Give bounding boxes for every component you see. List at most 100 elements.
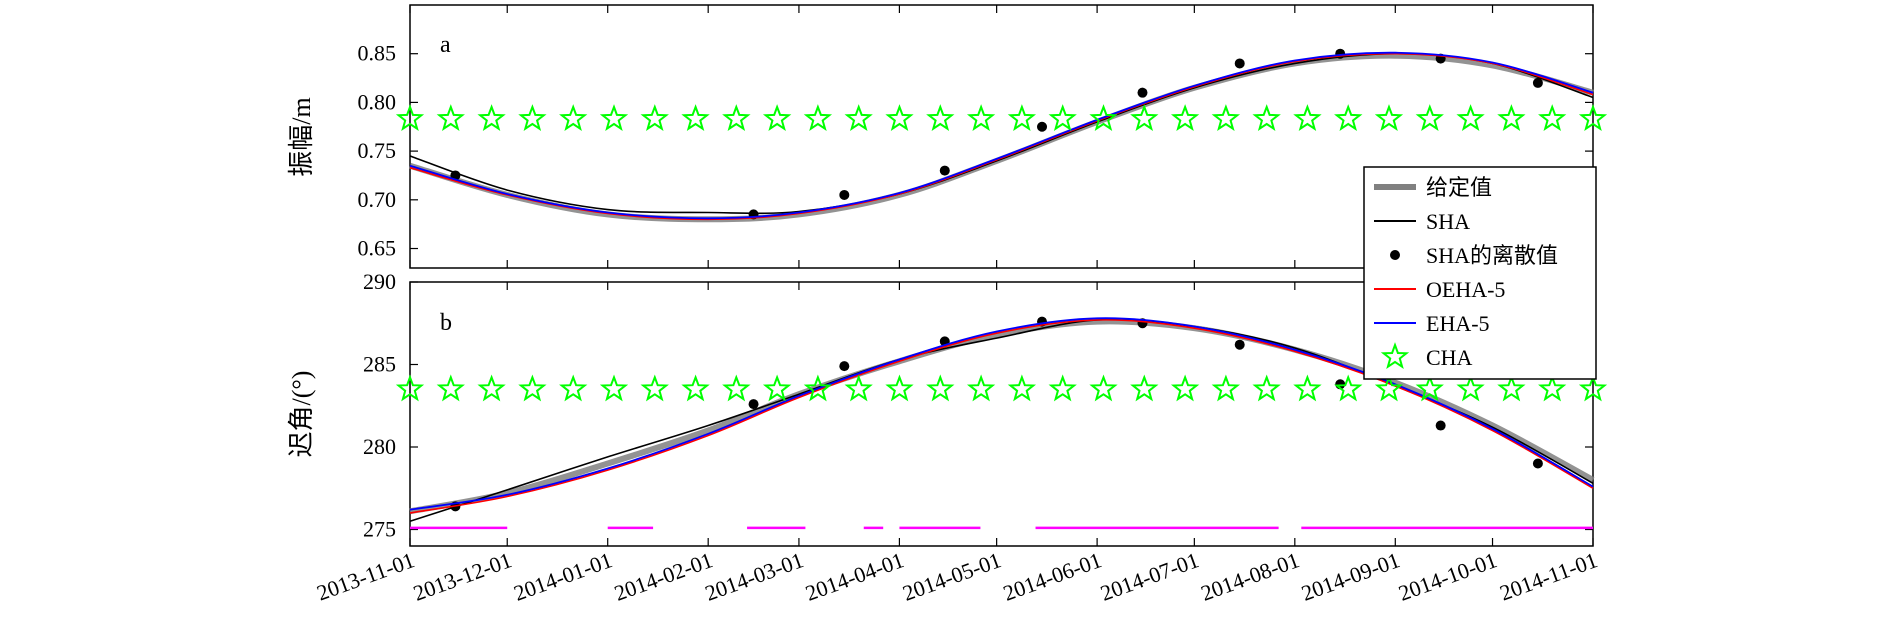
y-tick-label: 285: [363, 352, 396, 377]
cha-star-marker: [722, 104, 751, 132]
legend: 给定值 SHA SHA的离散值 OEHA-5 EHA-5 CHA: [1363, 166, 1597, 380]
cha-star-marker: [681, 374, 710, 402]
cha-star-marker: [762, 104, 792, 132]
sha-discrete-point: [1532, 77, 1543, 88]
cha-star-marker: [436, 104, 465, 132]
plot-frame: [409, 4, 1594, 269]
x-tick-label: 2014-01-01: [510, 547, 615, 606]
cha-star-marker: [1048, 104, 1077, 132]
cha-star-marker: [1374, 104, 1404, 132]
cha-star-marker: [844, 374, 873, 402]
x-tick-label: 2014-10-01: [1395, 547, 1500, 606]
cha-star-marker: [518, 104, 547, 132]
legend-label: EHA-5: [1426, 311, 1490, 336]
cha-star-marker: [1130, 104, 1159, 132]
sha-discrete-point: [1137, 87, 1148, 98]
panel-label: b: [440, 310, 452, 336]
cha-star-marker: [559, 104, 588, 132]
cha-star-marker: [1497, 374, 1526, 402]
cha-star-marker: [762, 374, 792, 402]
sha-discrete-point: [1435, 420, 1446, 431]
panel-a-amplitude: 0.65 0.70 0.75 0.80 0.85 振幅/m a: [287, 4, 1608, 269]
y-tick-label: 290: [363, 269, 396, 294]
cha-star-marker: [559, 374, 588, 402]
y-tick-label: 275: [363, 517, 396, 542]
cha-star-marker: [722, 374, 751, 402]
legend-label: CHA: [1426, 345, 1473, 370]
cha-star-marker: [640, 374, 669, 402]
cha-star-marker: [803, 104, 833, 132]
cha-star-marker: [1089, 374, 1118, 402]
x-tick-label: 2014-03-01: [702, 547, 807, 606]
cha-star-marker: [395, 374, 425, 402]
cha-star-marker: [1415, 104, 1444, 132]
cha-star-marker: [599, 374, 629, 402]
sha-discrete-point: [839, 189, 850, 200]
cha-star-marker: [477, 374, 506, 402]
cha-star-marker: [681, 104, 710, 132]
cha-star-marker: [1089, 104, 1118, 132]
x-tick-label: 2014-02-01: [611, 547, 716, 606]
x-tick-label: 2014-08-01: [1198, 547, 1303, 606]
sha-discrete-point: [1234, 339, 1245, 350]
cha-star-marker: [1578, 104, 1608, 132]
legend-swatch-star: [1380, 342, 1410, 370]
cha-star-marker: [1538, 104, 1567, 132]
y-tick-label: 0.65: [358, 236, 397, 261]
cha-star-marker: [926, 104, 955, 132]
cha-star-marker: [885, 104, 914, 132]
x-tick-label: 2014-06-01: [1000, 547, 1105, 606]
x-tick-label: 2014-04-01: [802, 547, 907, 606]
y-axis-title: 振幅/m: [287, 97, 316, 176]
cha-star-marker: [803, 374, 833, 402]
legend-label: 给定值: [1426, 175, 1492, 200]
sha-discrete-point: [839, 361, 850, 372]
y-axis-title: 迟角/(°): [287, 371, 316, 458]
cha-star-marker: [966, 104, 996, 132]
cha-star-marker: [1374, 374, 1404, 402]
cha-star-marker: [1578, 374, 1608, 402]
y-tick-label: 0.85: [358, 41, 397, 66]
eha5-line: [409, 51, 1594, 220]
cha-star-marker: [1334, 104, 1363, 132]
cha-star-marker: [599, 104, 629, 132]
x-tick-label: 2014-07-01: [1097, 547, 1202, 606]
given-value-line: [409, 318, 1595, 515]
y-tick-label: 0.80: [358, 89, 397, 114]
cha-star-marker: [1497, 104, 1526, 132]
cha-star-marker: [477, 104, 506, 132]
cha-star-marker: [1456, 104, 1485, 132]
cha-star-marker: [1538, 374, 1567, 402]
y-tick-label: 280: [363, 434, 396, 459]
cha-star-marker: [1007, 104, 1037, 132]
cha-star-marker: [1211, 104, 1241, 132]
cha-star-marker: [844, 104, 873, 132]
y-tick-label: 0.70: [358, 187, 397, 212]
panel-label: a: [440, 32, 451, 58]
sha-discrete-point: [1037, 121, 1048, 132]
x-tick-label: 2014-05-01: [899, 547, 1004, 606]
cha-star-marker: [1415, 374, 1444, 402]
cha-star-marker: [885, 374, 914, 402]
cha-star-marker: [436, 374, 465, 402]
cha-star-marker: [1007, 374, 1037, 402]
legend-box: [1363, 166, 1597, 380]
legend-label: SHA: [1426, 209, 1470, 234]
cha-star-marker: [640, 104, 669, 132]
cha-star-marker: [1170, 374, 1200, 402]
cha-star-marker: [1293, 104, 1322, 132]
sha-discrete-point: [939, 165, 950, 176]
x-tick-label: 2013-11-01: [313, 547, 417, 605]
plot-frame: [409, 281, 1594, 547]
legend-label: OEHA-5: [1426, 277, 1505, 302]
sha-discrete-point: [1234, 58, 1245, 69]
cha-star-marker: [518, 374, 547, 402]
x-tick-label: 2014-09-01: [1298, 547, 1403, 606]
sha-discrete-point: [1532, 458, 1543, 469]
y-tick-label: 0.75: [358, 138, 397, 163]
cha-star-marker: [1252, 104, 1281, 132]
cha-star-marker: [926, 374, 955, 402]
x-tick-label: 2013-12-01: [410, 547, 515, 606]
cha-star-marker: [966, 374, 996, 402]
